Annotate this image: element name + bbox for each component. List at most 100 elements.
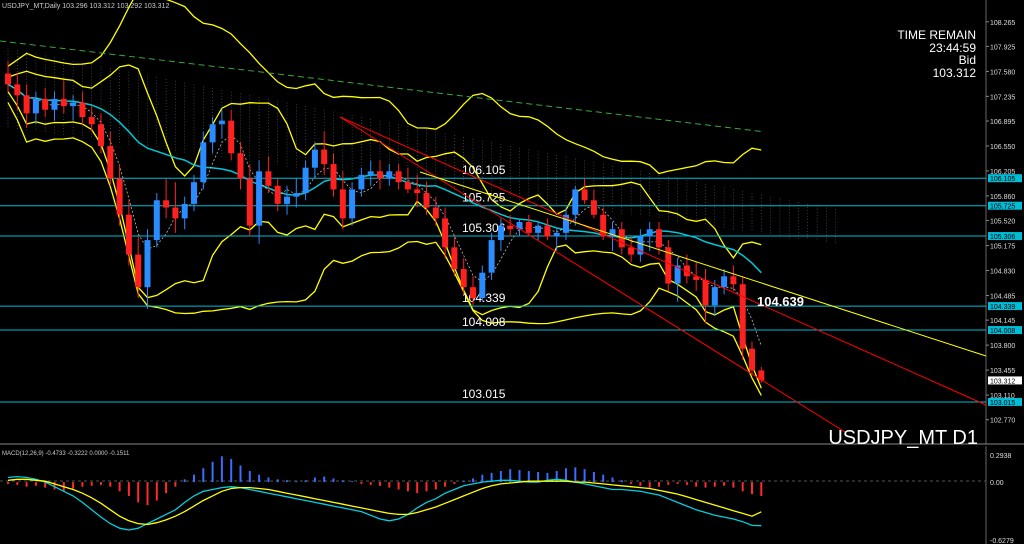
level-axis-tag-label: 105.306 <box>990 234 1015 241</box>
level-axis-tag <box>988 397 1022 406</box>
candle-body <box>135 254 142 288</box>
candle-body <box>693 276 700 280</box>
candle-body <box>739 284 746 349</box>
macd-tick-label: 0.2938 <box>990 453 1012 460</box>
candle-body <box>553 232 560 237</box>
macd-panel: 0.2938 0.00 -0.6279 <box>7 453 1014 544</box>
candle-body <box>191 182 197 204</box>
channel-line <box>419 171 987 357</box>
trend-line-upper <box>339 116 987 406</box>
price-tick-label: 104.830 <box>990 269 1015 276</box>
bollinger-upper-inner <box>7 64 762 260</box>
candle-body <box>218 120 225 125</box>
time-remain-label: TIME REMAIN <box>897 28 976 42</box>
candle-body <box>181 203 188 219</box>
candle-body <box>79 102 86 117</box>
candle-body <box>395 171 402 183</box>
candle-body <box>107 145 114 179</box>
candle-body <box>339 189 346 219</box>
candle-body <box>377 171 383 179</box>
candle-body <box>656 229 662 248</box>
candle-body <box>581 189 588 201</box>
highlight-price-label: 104.639 <box>757 294 804 309</box>
candle-body <box>209 124 216 143</box>
price-tick-label: 104.485 <box>990 294 1015 301</box>
candle-body <box>423 193 430 208</box>
candle-body <box>42 98 49 110</box>
horizontal-levels[interactable]: 106.105 106.105 105.725 105.725 105.306 105.3… <box>0 163 1022 407</box>
trend-lines[interactable] <box>339 116 987 433</box>
candle-body <box>237 153 244 179</box>
candle-body <box>144 240 151 288</box>
macd-header: MACD(12,26,9) -0.4733 -0.3222 0.0000 -0.… <box>2 451 130 457</box>
level-axis-tag <box>988 201 1022 210</box>
candle-body <box>674 265 681 284</box>
candles <box>5 61 765 383</box>
candle-body <box>618 229 625 248</box>
candle-body <box>163 200 170 208</box>
candle-body <box>358 174 365 190</box>
macd-tick-label: -0.6279 <box>990 538 1014 544</box>
price-tick-label: 107.925 <box>990 44 1015 51</box>
bid-label: Bid <box>959 53 976 67</box>
candle-body <box>590 200 597 215</box>
candle-body <box>488 240 495 273</box>
candle-body <box>507 225 514 230</box>
price-tick-label: 104.145 <box>990 318 1015 325</box>
candle-body <box>284 196 290 204</box>
candle-body <box>32 98 39 114</box>
candle-body <box>125 214 132 255</box>
price-tick-label: 103.455 <box>990 368 1015 375</box>
candle-body <box>330 164 337 190</box>
candle-body <box>386 171 393 179</box>
ichimoku-cloud <box>7 48 836 244</box>
candle-body <box>572 189 579 215</box>
long-ma-line <box>0 40 762 132</box>
price-tick-label: 107.235 <box>990 94 1015 101</box>
candle-body <box>302 167 309 194</box>
candle-body <box>88 117 95 125</box>
candle-body <box>200 142 207 183</box>
candle-body <box>628 247 635 255</box>
price-tick-label: 107.580 <box>990 69 1015 76</box>
symbol-label: USDJPY_MT D1 <box>828 427 978 449</box>
time-remain-value: 23:44:59 <box>929 41 976 55</box>
candle-body <box>470 287 476 299</box>
candle-body <box>516 222 523 230</box>
candle-body <box>98 124 104 146</box>
candle-body <box>51 98 58 110</box>
candle-body <box>665 247 672 284</box>
candle-body <box>321 149 328 165</box>
price-tick-label: 105.520 <box>990 219 1015 226</box>
candle-body <box>600 214 607 237</box>
candle-body <box>414 189 421 194</box>
level-axis-tag-label: 105.725 <box>990 204 1015 211</box>
level-axis-tag-label: 104.339 <box>990 304 1015 311</box>
candle-body <box>646 229 653 237</box>
bollinger-lower-inner <box>7 91 762 389</box>
candle-body <box>460 269 467 288</box>
candle-body <box>404 182 411 190</box>
candle-body <box>60 98 67 107</box>
candle-body <box>479 272 486 299</box>
candle-body <box>451 247 458 270</box>
candle-body <box>544 225 551 237</box>
candle-body <box>256 171 263 226</box>
candle-body <box>683 265 690 277</box>
level-label: 105.306 <box>462 221 506 235</box>
price-tick-label: 106.550 <box>990 144 1015 151</box>
trend-line-lower <box>339 116 846 433</box>
candle-body <box>293 193 300 197</box>
candle-body <box>228 120 235 154</box>
candle-body <box>535 225 542 233</box>
bollinger-upper-outer <box>7 0 762 175</box>
candle-body <box>265 171 272 186</box>
price-tick-label: 105.860 <box>990 194 1015 201</box>
candle-body <box>609 229 616 237</box>
level-axis-tag <box>988 232 1022 241</box>
chart-header: USDJPY_MT,Daily 103.296 103.312 103.292 … <box>2 3 169 10</box>
price-tick-label: 105.175 <box>990 244 1015 251</box>
candle-body <box>23 95 30 114</box>
candle-body <box>432 207 439 219</box>
